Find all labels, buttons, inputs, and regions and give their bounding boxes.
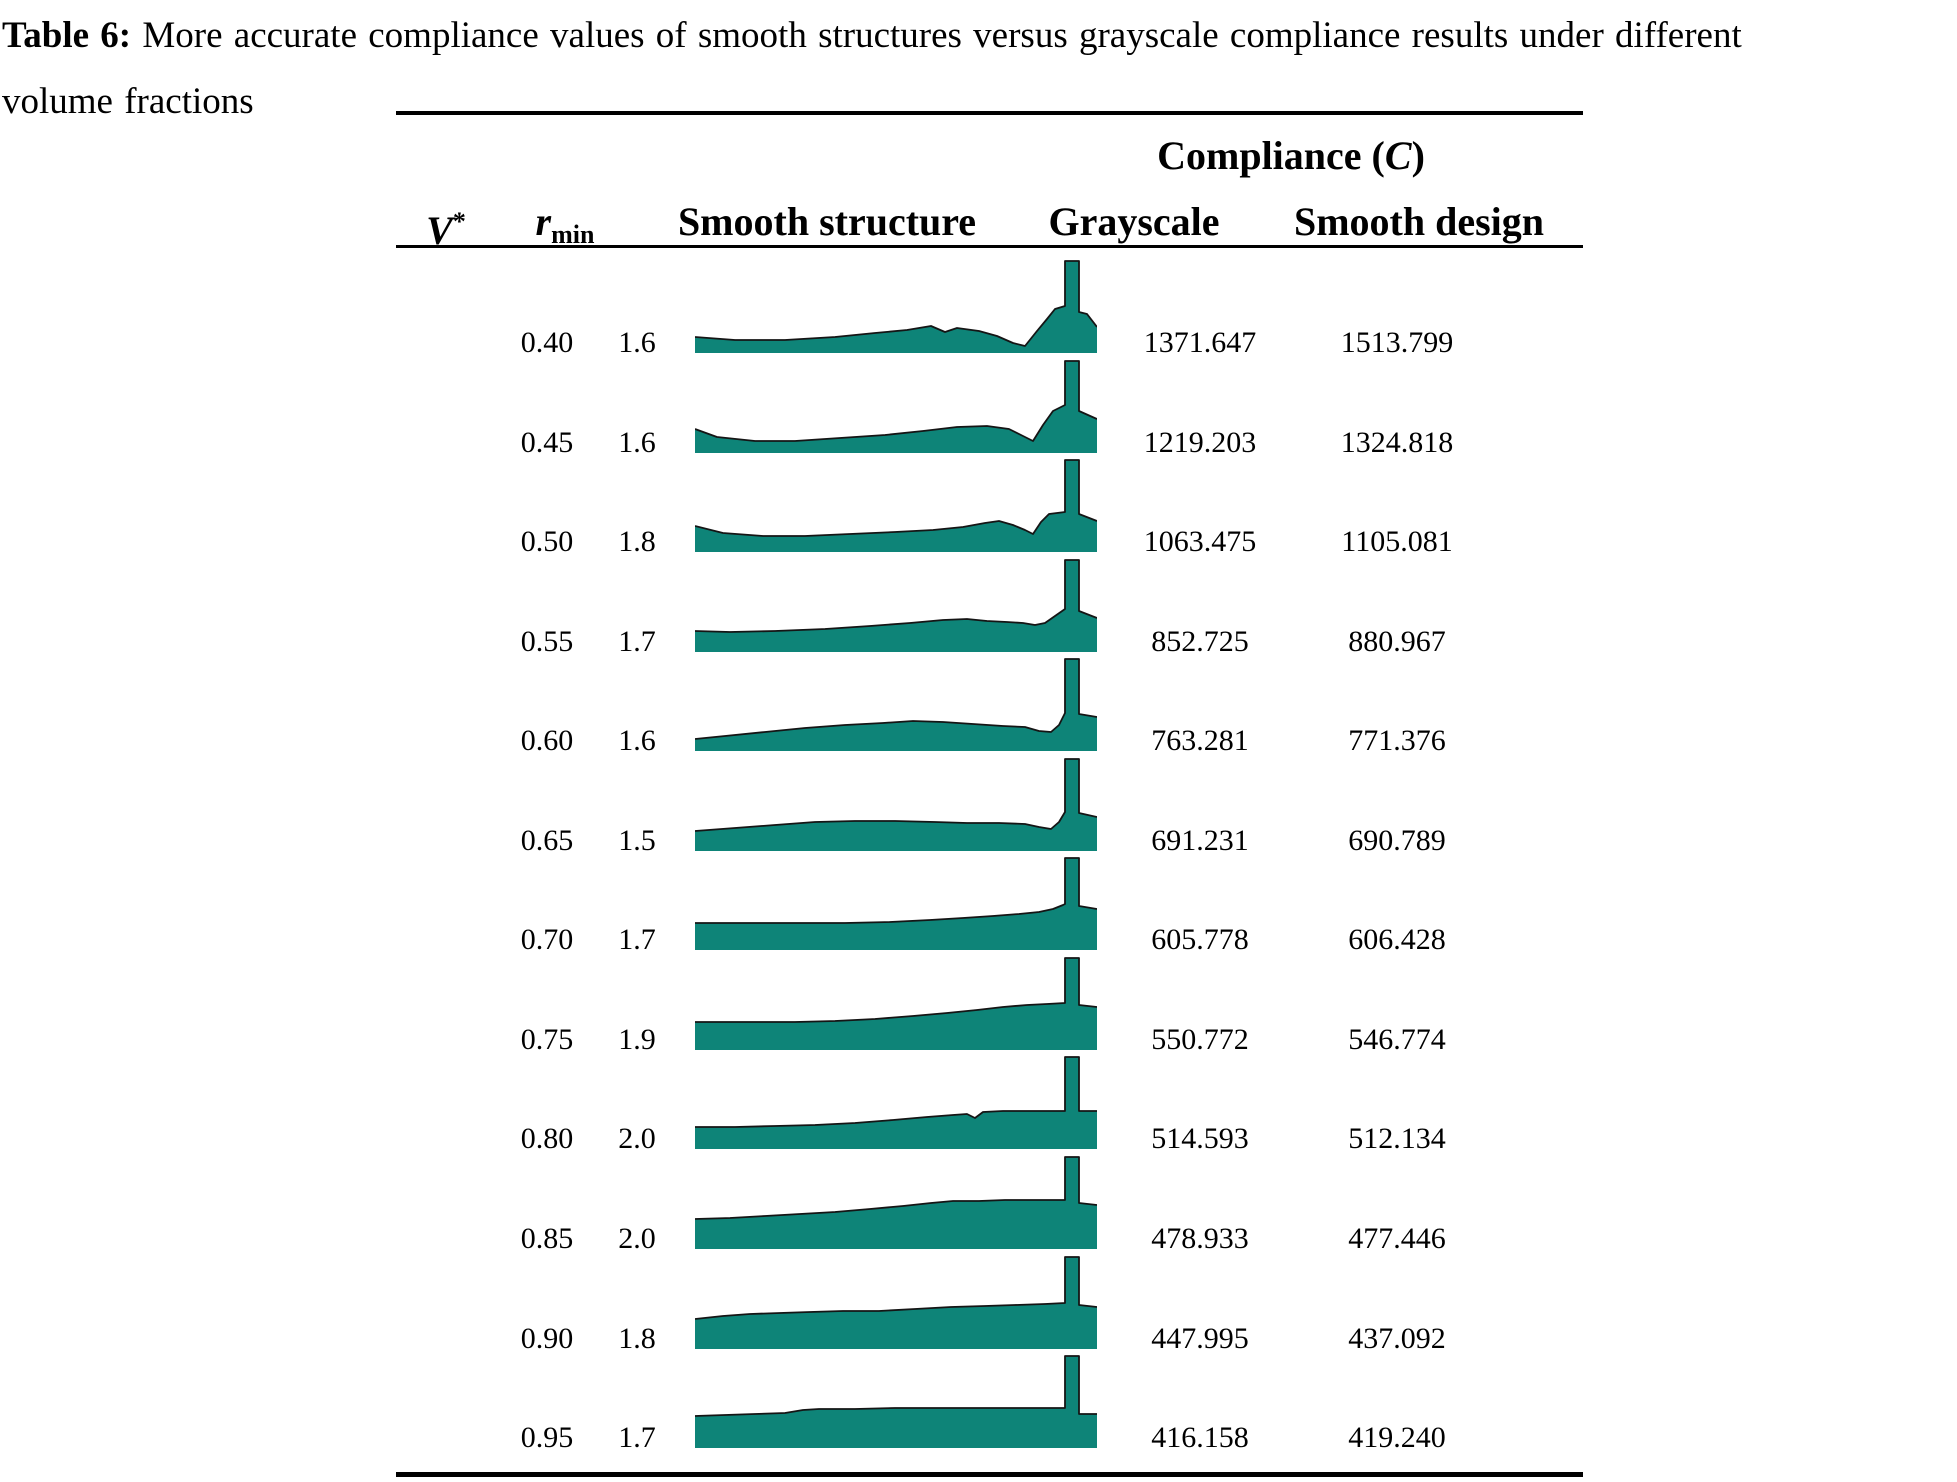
structure-shape	[695, 354, 1097, 454]
rmin-value: 1.8	[618, 525, 656, 559]
smooth-design-compliance-value: 1513.799	[1340, 326, 1454, 359]
smooth-design-compliance-value: 546.774	[1348, 1022, 1446, 1056]
grayscale-compliance-value: 605.778	[1151, 923, 1249, 957]
grayscale-compliance-value: 478.933	[1151, 1221, 1249, 1255]
smooth-design-compliance-value: 771.376	[1348, 724, 1446, 758]
structure-shape	[695, 553, 1097, 653]
rmin-value: 2.0	[618, 1122, 656, 1156]
table-row: 0.95 1.7 416.158 419.240	[0, 1348, 1957, 1453]
rmin-value: 1.6	[618, 724, 656, 758]
header-rmin-subscript: min	[551, 220, 595, 249]
structure-shape	[695, 1349, 1097, 1449]
grayscale-compliance-value: 1219.203	[1143, 425, 1257, 459]
table-row: 0.40 1.6 1371.647 1513.799	[0, 253, 1957, 358]
structure-shape	[695, 752, 1097, 852]
smooth-design-compliance-value: 419.240	[1348, 1421, 1446, 1455]
header-volume-fraction: V*	[426, 192, 466, 261]
volume-fraction-value: 0.95	[520, 1421, 574, 1455]
grayscale-compliance-value: 550.772	[1151, 1022, 1249, 1056]
volume-fraction-value: 0.60	[520, 724, 574, 758]
header-v-superscript: *	[452, 207, 466, 236]
rmin-value: 1.6	[618, 326, 656, 359]
table-row: 0.60 1.6 763.281 771.376	[0, 651, 1957, 756]
volume-fraction-value: 0.90	[520, 1321, 574, 1355]
table-row: 0.55 1.7 852.725 880.967	[0, 552, 1957, 656]
header-smooth-design: Smooth design	[1293, 199, 1545, 244]
grayscale-compliance-value: 514.593	[1151, 1122, 1249, 1156]
header-compliance-suffix: )	[1411, 133, 1425, 178]
table-row: 0.75 1.9 550.772 546.774	[0, 950, 1957, 1054]
smooth-design-compliance-value: 606.428	[1348, 923, 1446, 957]
smooth-design-compliance-value: 512.134	[1348, 1122, 1446, 1156]
volume-fraction-value: 0.45	[520, 425, 574, 459]
structure-shape	[695, 851, 1097, 951]
smooth-design-compliance-value: 1105.081	[1341, 525, 1453, 559]
volume-fraction-value: 0.55	[520, 624, 574, 658]
volume-fraction-value: 0.80	[520, 1122, 574, 1156]
volume-fraction-value: 0.40	[520, 326, 574, 359]
header-smooth-structure: Smooth structure	[677, 199, 977, 244]
table-row: 0.70 1.7 605.778 606.428	[0, 850, 1957, 955]
rmin-value: 1.9	[618, 1022, 656, 1056]
structure-shape	[695, 1050, 1097, 1150]
grayscale-compliance-value: 763.281	[1151, 724, 1249, 758]
rmin-value: 1.7	[618, 923, 656, 957]
table-caption: Table 6: More accurate compliance values…	[2, 3, 1955, 135]
grayscale-compliance-value: 1063.475	[1143, 525, 1257, 559]
header-compliance-variable: C	[1384, 133, 1412, 178]
volume-fraction-value: 0.75	[520, 1022, 574, 1056]
header-compliance-prefix: Compliance (	[1157, 133, 1385, 178]
table-top-rule	[396, 111, 1583, 115]
smooth-design-compliance-value: 1324.818	[1340, 425, 1454, 459]
table-header-rule	[396, 245, 1583, 248]
smooth-design-compliance-value: 477.446	[1348, 1221, 1446, 1255]
rmin-value: 1.7	[618, 624, 656, 658]
rmin-value: 1.5	[618, 823, 656, 857]
table-caption-label: Table 6:	[2, 15, 132, 56]
header-grayscale: Grayscale	[1048, 199, 1220, 244]
grayscale-compliance-value: 416.158	[1151, 1421, 1249, 1455]
rmin-value: 1.7	[618, 1421, 656, 1455]
table-bottom-rule	[396, 1472, 1583, 1477]
header-rmin-symbol: r	[535, 199, 552, 244]
smooth-design-compliance-value: 437.092	[1348, 1321, 1446, 1355]
volume-fraction-value: 0.65	[520, 823, 574, 857]
header-rmin: rmin	[536, 192, 595, 265]
volume-fraction-value: 0.85	[520, 1221, 574, 1255]
header-compliance-group: Compliance (C)	[1157, 126, 1425, 186]
smooth-design-compliance-value: 880.967	[1348, 624, 1446, 658]
grayscale-compliance-value: 447.995	[1151, 1321, 1249, 1355]
table-caption-line2: volume fractions	[2, 81, 254, 122]
table-row: 0.90 1.8 447.995 437.092	[0, 1249, 1957, 1353]
rmin-value: 2.0	[618, 1221, 656, 1255]
structure-shape	[695, 951, 1097, 1051]
table-row: 0.80 2.0 514.593 512.134	[0, 1049, 1957, 1154]
grayscale-compliance-value: 852.725	[1151, 624, 1249, 658]
grayscale-compliance-value: 1371.647	[1143, 326, 1257, 359]
table-row: 0.50 1.8 1063.475 1105.081	[0, 452, 1957, 557]
table-caption-text: More accurate compliance values of smoot…	[142, 15, 1742, 56]
table-row: 0.65 1.5 691.231 690.789	[0, 751, 1957, 855]
smooth-design-compliance-value: 690.789	[1348, 823, 1446, 857]
structure-shape	[695, 652, 1097, 752]
rmin-value: 1.8	[618, 1321, 656, 1355]
table-row: 0.85 2.0 478.933 477.446	[0, 1149, 1957, 1253]
structure-shape	[695, 1250, 1097, 1350]
structure-shape	[695, 254, 1097, 354]
volume-fraction-value: 0.70	[520, 923, 574, 957]
table-row: 0.45 1.6 1219.203 1324.818	[0, 353, 1957, 457]
grayscale-compliance-value: 691.231	[1151, 823, 1249, 857]
structure-shape	[695, 1150, 1097, 1250]
rmin-value: 1.6	[618, 425, 656, 459]
structure-shape	[695, 453, 1097, 553]
volume-fraction-value: 0.50	[520, 525, 574, 559]
